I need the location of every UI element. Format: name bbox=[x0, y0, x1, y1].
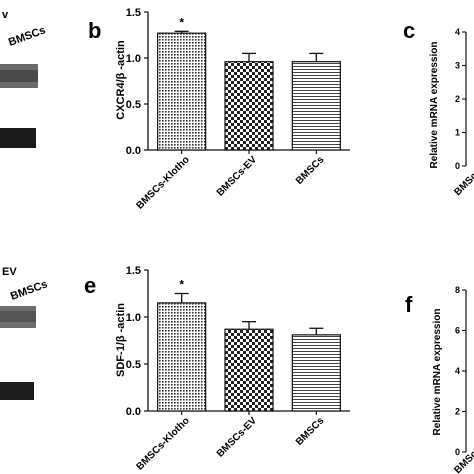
panel-letter-e: e bbox=[84, 273, 96, 298]
y-tick-label: 0.5 bbox=[126, 359, 141, 371]
category-label: BMSCs-Klotho bbox=[135, 415, 192, 472]
side-tick-label: 0 bbox=[455, 161, 460, 171]
chart-b: 0.0 0.5 1.0 1.5 CXCR4/β -actin * BMSCs-Klotho B… bbox=[115, 7, 350, 212]
category-label: BMSCs bbox=[294, 415, 327, 448]
panel-letter-c: c bbox=[403, 18, 415, 43]
side-tick-label: 3 bbox=[455, 61, 460, 71]
bar bbox=[291, 334, 341, 412]
panel-letter-f: f bbox=[405, 292, 413, 317]
bar bbox=[157, 302, 207, 412]
gel-top-band-1-core bbox=[0, 70, 38, 82]
gel-bottom-band-2 bbox=[0, 382, 34, 400]
gel-bottom-lane-label: BMSCs bbox=[9, 278, 49, 302]
chart-e: 0.0 0.5 1.0 1.5 SDF-1/β -actin * BMSCs-Klotho B… bbox=[115, 265, 350, 473]
side-tick-label: 0 bbox=[455, 447, 460, 457]
gel-top-band-2 bbox=[0, 128, 36, 148]
side-tick-label: 4 bbox=[455, 366, 460, 376]
side-chart-c-ylabel: Relative mRNA expression bbox=[429, 42, 440, 169]
side-tick-label: 6 bbox=[455, 326, 460, 336]
category-label: BMSCs-EV bbox=[215, 154, 260, 199]
bar bbox=[291, 61, 341, 151]
side-chart-f-ticks: 0 2 4 6 8 bbox=[455, 285, 466, 457]
bar bbox=[157, 32, 207, 151]
y-tick-label: 1.0 bbox=[126, 312, 141, 324]
significance-marker: * bbox=[179, 15, 184, 29]
side-tick-label: 2 bbox=[455, 407, 460, 417]
gel-top: v BMSCs bbox=[0, 9, 47, 148]
gel-bottom: EV BMSCs bbox=[0, 266, 49, 400]
y-tick-label: 0.0 bbox=[126, 145, 141, 157]
gel-bottom-label-fragment: EV bbox=[2, 266, 17, 278]
side-tick-label: 2 bbox=[455, 94, 460, 104]
bar bbox=[224, 328, 274, 412]
side-tick-label: 4 bbox=[455, 27, 460, 37]
category-label: BMSCs bbox=[294, 154, 327, 187]
bar bbox=[224, 61, 274, 151]
significance-marker: * bbox=[179, 278, 184, 292]
y-tick-label: 0.0 bbox=[126, 406, 141, 418]
gel-bottom-band-1-core bbox=[0, 311, 36, 322]
y-tick-label: 1.0 bbox=[126, 53, 141, 65]
side-chart-c: Relative mRNA expression 0 1 2 3 4 BMSc bbox=[429, 27, 474, 198]
y-axis-label: SDF-1/β -actin bbox=[115, 303, 127, 377]
side-chart-f-ylabel: Relative mRNA expression bbox=[432, 309, 443, 436]
category-label: BMSCs-Klotho bbox=[135, 154, 192, 211]
side-chart-c-ticks: 0 1 2 3 4 bbox=[455, 27, 466, 171]
y-tick-label: 1.5 bbox=[126, 265, 141, 277]
category-label: BMSCs-EV bbox=[215, 415, 260, 460]
gel-top-lane-label: BMSCs bbox=[7, 24, 47, 48]
y-tick-label: 1.5 bbox=[126, 7, 141, 19]
y-axis-label: CXCR4/β -actin bbox=[115, 40, 127, 120]
panel-letter-b: b bbox=[88, 18, 101, 43]
side-tick-label: 1 bbox=[455, 128, 460, 138]
side-chart-c-category-fragment: BMSc bbox=[452, 170, 474, 198]
side-tick-label: 8 bbox=[455, 285, 460, 295]
gel-top-label-fragment: v bbox=[2, 9, 9, 21]
y-tick-label: 0.5 bbox=[126, 99, 141, 111]
